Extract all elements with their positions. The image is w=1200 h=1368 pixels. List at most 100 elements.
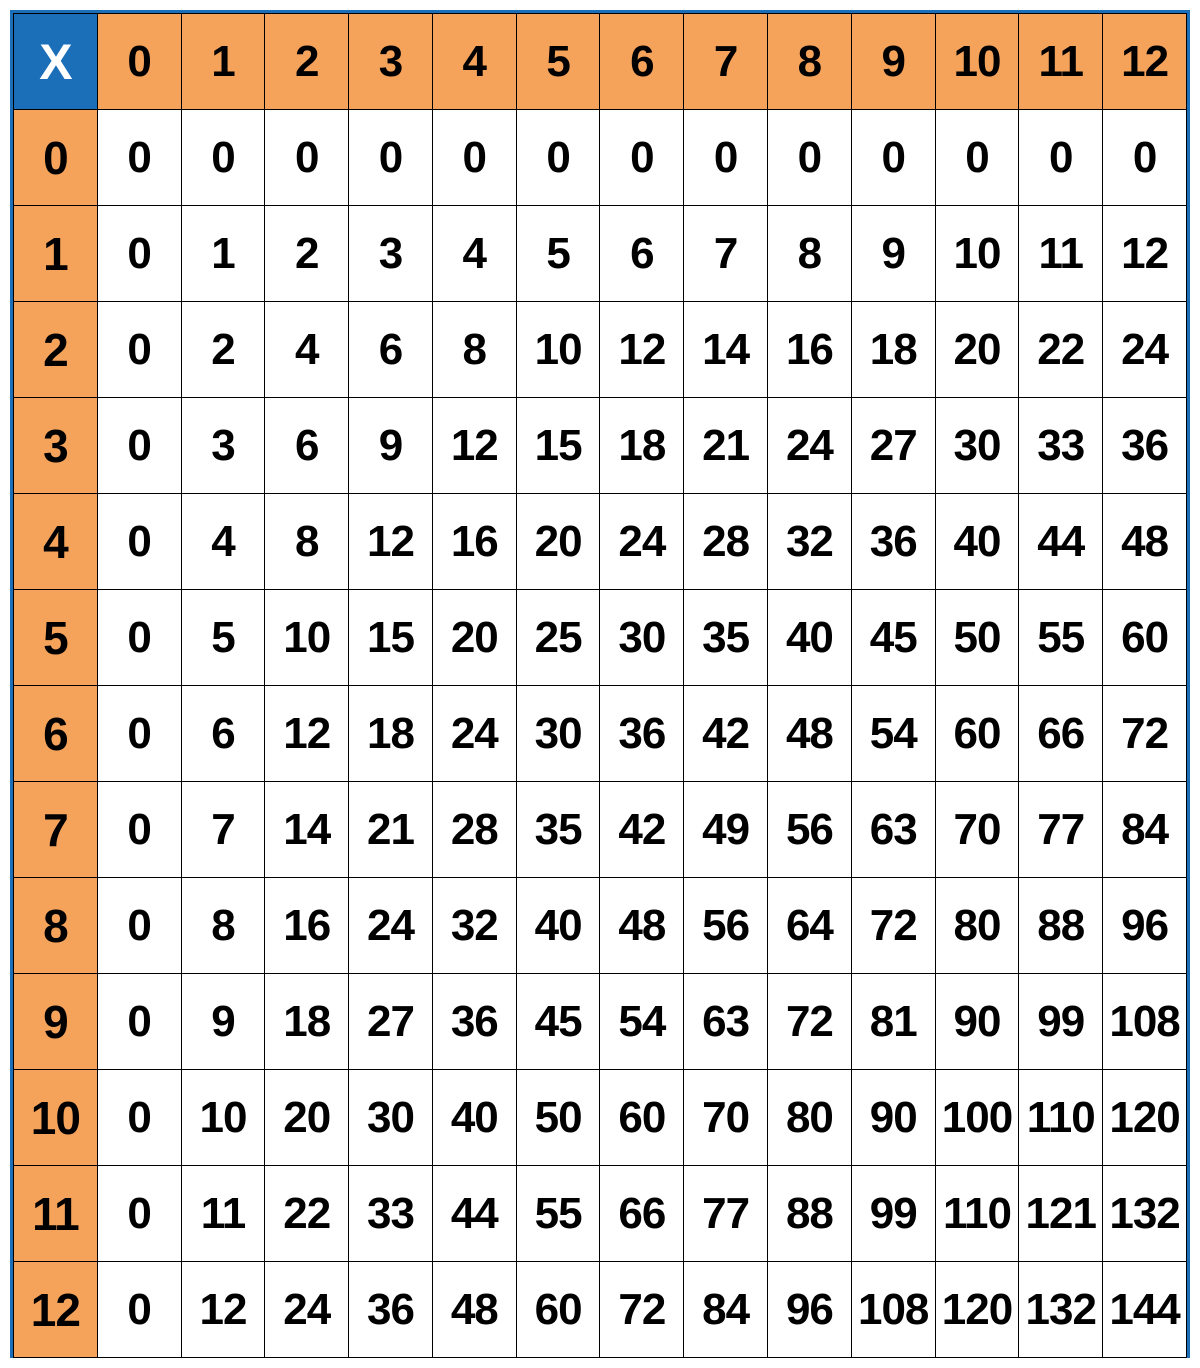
table-cell: 6 [349,302,433,398]
table-cell: 1 [181,206,265,302]
table-cell: 8 [768,206,852,302]
corner-cell: X [14,14,98,110]
table-cell: 5 [516,206,600,302]
row-header: 10 [14,1070,98,1166]
table-cell: 132 [1103,1166,1187,1262]
table-cell: 15 [516,398,600,494]
table-cell: 24 [600,494,684,590]
table-cell: 60 [516,1262,600,1358]
table-cell: 96 [1103,878,1187,974]
table-cell: 21 [349,782,433,878]
table-cell: 30 [600,590,684,686]
table-cell: 10 [516,302,600,398]
table-cell: 32 [432,878,516,974]
table-cell: 0 [97,782,181,878]
table-cell: 56 [684,878,768,974]
table-cell: 20 [935,302,1019,398]
table-cell: 0 [97,1166,181,1262]
table-cell: 99 [851,1166,935,1262]
table-cell: 14 [684,302,768,398]
row-header: 1 [14,206,98,302]
table-cell: 12 [1103,206,1187,302]
table-cell: 18 [851,302,935,398]
table-cell: 40 [516,878,600,974]
table-cell: 72 [851,878,935,974]
table-cell: 11 [181,1166,265,1262]
table-cell: 27 [851,398,935,494]
table-cell: 12 [600,302,684,398]
table-cell: 9 [349,398,433,494]
table-cell: 0 [97,398,181,494]
table-cell: 11 [1019,206,1103,302]
table-cell: 2 [181,302,265,398]
column-header: 4 [432,14,516,110]
table-cell: 4 [432,206,516,302]
row-header: 3 [14,398,98,494]
table-cell: 45 [516,974,600,1070]
table-cell: 80 [935,878,1019,974]
table-cell: 66 [600,1166,684,1262]
table-cell: 0 [684,110,768,206]
table-cell: 0 [349,110,433,206]
table-cell: 70 [684,1070,768,1166]
table-cell: 35 [516,782,600,878]
table-cell: 120 [1103,1070,1187,1166]
table-cell: 56 [768,782,852,878]
row-header: 8 [14,878,98,974]
column-header: 5 [516,14,600,110]
table-cell: 28 [432,782,516,878]
table-cell: 0 [97,590,181,686]
multiplication-table: X012345678910111200000000000000101234567… [13,13,1187,1358]
table-cell: 42 [600,782,684,878]
table-cell: 36 [600,686,684,782]
table-cell: 50 [516,1070,600,1166]
table-cell: 2 [265,206,349,302]
column-header: 6 [600,14,684,110]
column-header: 8 [768,14,852,110]
table-cell: 0 [516,110,600,206]
table-cell: 32 [768,494,852,590]
table-cell: 8 [181,878,265,974]
table-cell: 3 [349,206,433,302]
table-cell: 63 [684,974,768,1070]
table-cell: 110 [935,1166,1019,1262]
table-cell: 33 [349,1166,433,1262]
table-cell: 10 [181,1070,265,1166]
table-cell: 36 [851,494,935,590]
table-cell: 10 [935,206,1019,302]
column-header: 7 [684,14,768,110]
table-cell: 30 [349,1070,433,1166]
table-cell: 55 [516,1166,600,1262]
table-cell: 66 [1019,686,1103,782]
table-cell: 16 [432,494,516,590]
table-cell: 0 [768,110,852,206]
table-cell: 25 [516,590,600,686]
column-header: 1 [181,14,265,110]
table-cell: 72 [1103,686,1187,782]
table-cell: 24 [768,398,852,494]
table-cell: 0 [97,110,181,206]
table-cell: 15 [349,590,433,686]
table-cell: 77 [684,1166,768,1262]
row-header: 5 [14,590,98,686]
table-cell: 20 [516,494,600,590]
row-header: 6 [14,686,98,782]
table-cell: 72 [768,974,852,1070]
table-cell: 54 [851,686,935,782]
row-header: 12 [14,1262,98,1358]
table-cell: 49 [684,782,768,878]
table-cell: 72 [600,1262,684,1358]
table-cell: 0 [97,974,181,1070]
table-cell: 50 [935,590,1019,686]
table-cell: 88 [1019,878,1103,974]
table-cell: 60 [935,686,1019,782]
table-cell: 21 [684,398,768,494]
table-cell: 40 [935,494,1019,590]
table-cell: 0 [97,302,181,398]
column-header: 12 [1103,14,1187,110]
table-cell: 9 [851,206,935,302]
table-cell: 48 [768,686,852,782]
table-cell: 4 [265,302,349,398]
table-cell: 6 [600,206,684,302]
table-cell: 35 [684,590,768,686]
